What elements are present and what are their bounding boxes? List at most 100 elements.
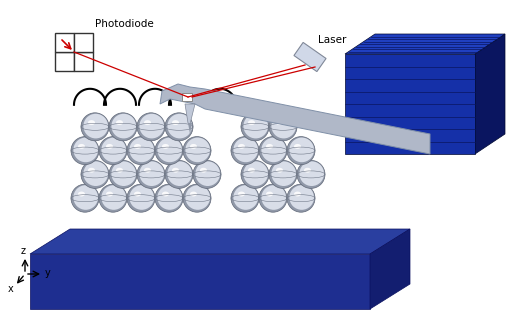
Circle shape (165, 160, 193, 189)
Circle shape (157, 137, 182, 162)
Circle shape (99, 137, 127, 165)
Circle shape (300, 161, 324, 186)
Text: x: x (8, 284, 14, 294)
Polygon shape (160, 84, 430, 154)
Bar (55, 33, 74, 52)
Ellipse shape (116, 168, 123, 173)
Ellipse shape (172, 168, 179, 173)
Circle shape (83, 161, 108, 186)
Ellipse shape (200, 168, 207, 173)
Circle shape (269, 160, 297, 189)
Polygon shape (294, 42, 326, 71)
Circle shape (271, 161, 296, 186)
Circle shape (269, 113, 297, 141)
Circle shape (231, 137, 259, 165)
Polygon shape (185, 104, 195, 124)
Circle shape (287, 137, 315, 165)
Circle shape (137, 113, 165, 141)
Circle shape (167, 161, 192, 186)
Circle shape (289, 137, 314, 162)
Circle shape (71, 184, 99, 212)
Polygon shape (188, 123, 192, 134)
Ellipse shape (248, 120, 255, 125)
Circle shape (112, 114, 136, 138)
Circle shape (165, 113, 193, 141)
Circle shape (271, 114, 296, 138)
Circle shape (233, 137, 258, 162)
Circle shape (112, 161, 136, 186)
Polygon shape (475, 34, 505, 154)
Circle shape (262, 137, 286, 162)
Ellipse shape (294, 144, 301, 149)
Polygon shape (30, 254, 370, 309)
Circle shape (259, 184, 287, 212)
Circle shape (157, 185, 182, 210)
Text: z: z (21, 246, 26, 256)
Circle shape (185, 185, 210, 210)
Circle shape (167, 114, 192, 138)
Ellipse shape (116, 120, 123, 125)
Polygon shape (345, 54, 475, 154)
Ellipse shape (134, 191, 141, 197)
Text: Photodiode: Photodiode (95, 19, 154, 29)
Polygon shape (370, 229, 410, 309)
Ellipse shape (238, 191, 245, 197)
Circle shape (193, 160, 221, 189)
Bar (74, 33, 93, 52)
Ellipse shape (88, 120, 95, 125)
Circle shape (196, 161, 220, 186)
Circle shape (130, 137, 154, 162)
Circle shape (99, 184, 127, 212)
Text: Laser: Laser (318, 35, 347, 45)
Circle shape (130, 185, 154, 210)
Ellipse shape (304, 168, 311, 173)
Circle shape (109, 160, 137, 189)
Ellipse shape (294, 191, 301, 197)
Ellipse shape (266, 191, 273, 197)
Text: y: y (45, 268, 51, 278)
Circle shape (243, 114, 268, 138)
Ellipse shape (78, 144, 85, 149)
Polygon shape (345, 34, 505, 54)
Circle shape (81, 160, 109, 189)
Ellipse shape (88, 168, 95, 173)
Circle shape (101, 185, 126, 210)
Circle shape (241, 160, 269, 189)
Circle shape (289, 185, 314, 210)
Circle shape (287, 184, 315, 212)
Circle shape (185, 137, 210, 162)
FancyBboxPatch shape (182, 93, 192, 101)
Ellipse shape (190, 144, 197, 149)
Ellipse shape (276, 120, 283, 125)
Bar (74, 52, 93, 71)
Circle shape (231, 184, 259, 212)
Ellipse shape (190, 191, 197, 197)
Circle shape (137, 160, 165, 189)
Circle shape (139, 161, 164, 186)
Circle shape (155, 137, 183, 165)
Ellipse shape (276, 168, 283, 173)
Circle shape (73, 185, 98, 210)
Circle shape (139, 114, 164, 138)
Ellipse shape (172, 120, 179, 125)
Circle shape (243, 161, 268, 186)
Circle shape (155, 184, 183, 212)
Ellipse shape (238, 144, 245, 149)
Polygon shape (30, 229, 410, 254)
Circle shape (127, 137, 155, 165)
Ellipse shape (162, 191, 169, 197)
Circle shape (127, 184, 155, 212)
Circle shape (183, 137, 211, 165)
Circle shape (71, 137, 99, 165)
Ellipse shape (134, 144, 141, 149)
Ellipse shape (144, 168, 151, 173)
Ellipse shape (162, 144, 169, 149)
Ellipse shape (266, 144, 273, 149)
Circle shape (183, 184, 211, 212)
Circle shape (83, 114, 108, 138)
Ellipse shape (78, 191, 85, 197)
Circle shape (101, 137, 126, 162)
Circle shape (233, 185, 258, 210)
Ellipse shape (106, 144, 113, 149)
Ellipse shape (248, 168, 255, 173)
